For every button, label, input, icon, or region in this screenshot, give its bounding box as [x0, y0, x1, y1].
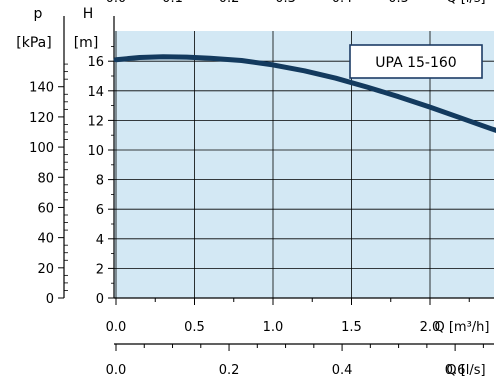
h-axis-tick-label: 0: [96, 292, 104, 307]
h-axis-symbol: H: [83, 6, 94, 22]
p-axis-tick-label: 60: [37, 201, 54, 216]
legend-box: [349, 44, 483, 79]
x-axis-m3h-tick-label: 1.0: [263, 320, 284, 335]
x-axis-ls-tick-label: 0.4: [332, 363, 353, 378]
p-axis-tick-label: 40: [37, 232, 54, 247]
p-axis-symbol: p: [34, 6, 43, 22]
legend-label: UPA 15-160: [375, 55, 456, 71]
h-axis-tick-label: 16: [87, 55, 104, 70]
x-axis-m3h-label: Q [m³/h]: [434, 320, 489, 335]
x-axis-m3h-tick-label: 0.0: [106, 320, 127, 335]
top-axis-tick-label: 0.3: [275, 0, 296, 6]
axes: [58, 16, 494, 351]
top-axis-label: Q [l/s]: [446, 0, 485, 6]
h-axis-tick-label: 2: [96, 262, 104, 277]
top-axis-tick-label: 0.5: [388, 0, 409, 6]
h-axis-unit: [m]: [74, 35, 99, 51]
h-axis-tick-label: 6: [96, 203, 104, 218]
p-axis-tick-label: 80: [37, 171, 54, 186]
x-axis-ls-tick-label: 0.0: [106, 363, 127, 378]
h-axis-tick-label: 12: [87, 114, 104, 129]
x-axis-m3h-tick-label: 1.5: [341, 320, 362, 335]
grid: [114, 31, 494, 299]
x-axis-ls-tick-label: 0.6: [445, 363, 466, 378]
h-axis-tick-label: 8: [96, 174, 104, 189]
axis-labels: 0 2 4 6 8 10 12 14 16 0 20 40 60 80 100 120 140 p [kPa] H [m…: [16, 0, 489, 378]
legend: UPA 15-160: [349, 44, 483, 79]
p-axis-tick-label: 140: [29, 81, 54, 96]
p-axis-tick-label: 120: [29, 111, 54, 126]
x-axis-m3h-tick-label: 0.5: [184, 320, 205, 335]
h-axis-tick-label: 4: [96, 233, 104, 248]
x-axis-ls-label: Q [l/s]: [446, 363, 485, 378]
top-axis-tick-label: 0.1: [162, 0, 183, 6]
x-axis-m3h-tick-label: 2.0: [420, 320, 441, 335]
p-axis-tick-label: 0: [46, 292, 54, 307]
h-axis-tick-label: 14: [87, 85, 104, 100]
curve-layer: [113, 54, 496, 133]
x-axis-ls-tick-label: 0.2: [219, 363, 240, 378]
top-axis-tick-label: 0.0: [106, 0, 127, 6]
p-axis-tick-label: 20: [37, 262, 54, 277]
pump-curve-line: [113, 54, 496, 133]
top-axis-tick-label: 0.2: [219, 0, 240, 6]
p-axis-tick-label: 100: [29, 141, 54, 156]
top-axis-tick-label: 0.4: [332, 0, 353, 6]
h-axis-tick-label: 10: [87, 144, 104, 159]
p-axis-unit: [kPa]: [16, 35, 51, 51]
